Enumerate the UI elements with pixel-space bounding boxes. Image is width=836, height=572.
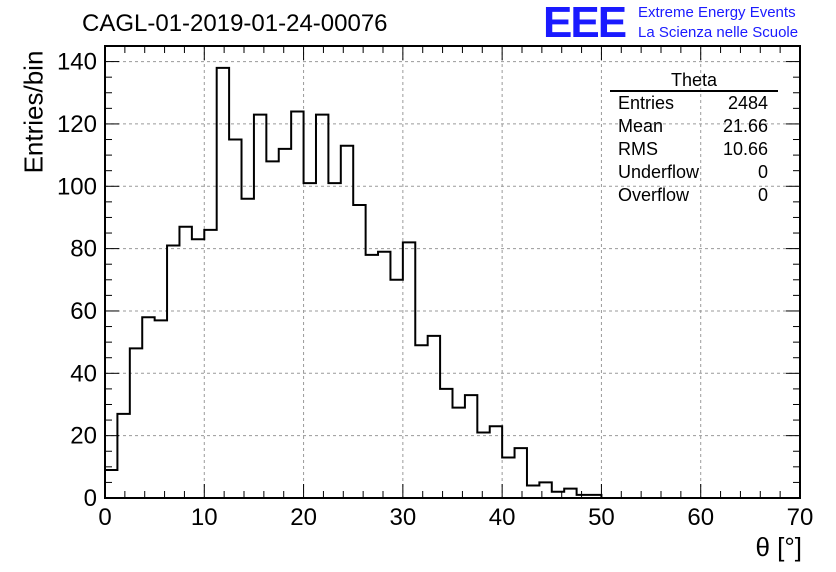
logo-line-1: Extreme Energy Events <box>638 4 796 21</box>
stats-row: RMS 10.66 <box>610 138 778 161</box>
y-tick-label: 0 <box>84 485 97 512</box>
y-tick-label: 140 <box>57 49 97 76</box>
y-tick-label: 60 <box>70 298 97 325</box>
x-tick-label: 70 <box>787 504 814 531</box>
y-tick-label: 40 <box>70 360 97 387</box>
page-title: CAGL-01-2019-01-24-00076 <box>82 10 388 37</box>
stats-box: Theta Entries 2484 Mean 21.66 RMS 10.66 … <box>610 70 778 207</box>
y-tick-label: 80 <box>70 236 97 263</box>
eee-logo: EEE <box>543 0 627 47</box>
x-tick-label: 30 <box>390 504 417 531</box>
stats-value: 0 <box>757 185 768 205</box>
y-axis-label: Entries/bin <box>18 50 49 174</box>
stats-label: Mean <box>618 116 664 136</box>
y-tick-label: 20 <box>70 423 97 450</box>
stats-label: Overflow <box>618 185 690 205</box>
stats-value: 21.66 <box>722 116 768 136</box>
axis-tick-labels: 0 10 20 30 40 50 60 70 0 20 40 60 80 100 120 140 <box>57 49 813 531</box>
stats-label: RMS <box>618 139 658 159</box>
x-tick-label: 60 <box>687 504 714 531</box>
stats-row: Mean 21.66 <box>610 115 778 138</box>
stats-value: 2484 <box>727 93 768 113</box>
x-tick-label: 10 <box>191 504 218 531</box>
x-axis-label: θ [°] <box>755 532 802 562</box>
stats-title: Theta <box>610 70 778 92</box>
y-tick-label: 100 <box>57 173 97 200</box>
y-tick-label: 120 <box>57 111 97 138</box>
x-tick-label: 20 <box>290 504 317 531</box>
stats-row: Entries 2484 <box>610 92 778 115</box>
x-tick-label: 40 <box>489 504 516 531</box>
x-tick-label: 50 <box>588 504 615 531</box>
stats-value: 10.66 <box>722 139 768 159</box>
stats-label: Underflow <box>618 162 700 182</box>
stats-row: Overflow 0 <box>610 184 778 207</box>
x-tick-label: 0 <box>98 504 111 531</box>
stats-label: Entries <box>618 93 675 113</box>
grid-lines <box>105 46 800 498</box>
plot-frame <box>104 45 801 499</box>
logo-line-2: La Scienza nelle Scuole <box>638 24 799 41</box>
stats-row: Underflow 0 <box>610 161 778 184</box>
stats-value: 0 <box>757 162 768 182</box>
